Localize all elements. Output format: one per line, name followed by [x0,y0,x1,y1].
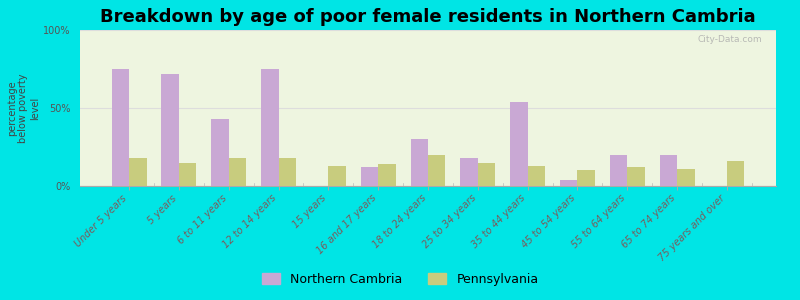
Bar [211,119,229,186]
Bar [328,166,346,186]
Text: City-Data.com: City-Data.com [698,35,762,44]
Bar [261,69,278,186]
Bar [162,74,179,186]
Bar [727,161,744,186]
Bar [610,155,627,186]
Bar [478,163,495,186]
Bar [361,167,378,186]
Bar [627,167,645,186]
Bar [378,164,396,186]
Bar [560,180,578,186]
Title: Breakdown by age of poor female residents in Northern Cambria: Breakdown by age of poor female resident… [100,8,756,26]
Bar [179,163,196,186]
Bar [460,158,478,186]
Bar [428,155,446,186]
Bar [129,158,146,186]
Bar [528,166,545,186]
Bar [410,139,428,186]
Bar [112,69,129,186]
Y-axis label: percentage
below poverty
level: percentage below poverty level [6,73,40,143]
Bar [278,158,296,186]
Bar [510,102,528,186]
Bar [578,170,595,186]
Bar [229,158,246,186]
Bar [660,155,677,186]
Bar [677,169,694,186]
Legend: Northern Cambria, Pennsylvania: Northern Cambria, Pennsylvania [257,268,543,291]
